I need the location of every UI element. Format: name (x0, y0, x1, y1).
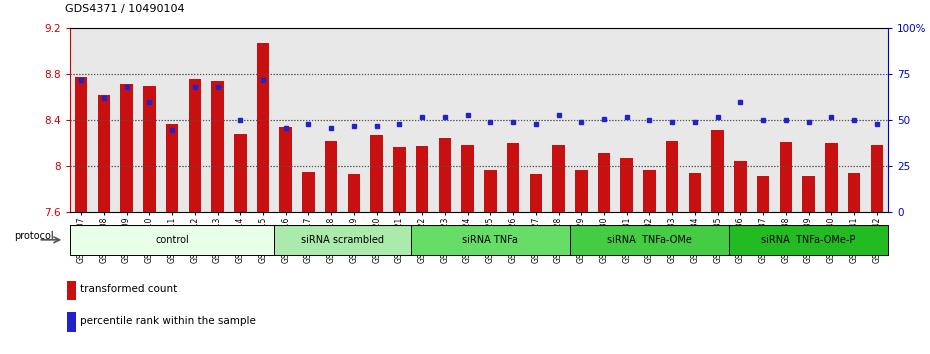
Bar (393, 147, 405, 212)
Bar (529, 175, 542, 212)
Bar (67, 313, 76, 332)
Text: siRNA  TNFa-OMe-P: siRNA TNFa-OMe-P (762, 235, 856, 245)
Bar (779, 142, 792, 212)
Text: siRNA  TNFa-OMe: siRNA TNFa-OMe (607, 235, 692, 245)
Bar (484, 170, 497, 212)
Text: siRNA scrambled: siRNA scrambled (301, 235, 384, 245)
Bar (870, 144, 883, 212)
Bar (67, 281, 76, 300)
Bar (734, 161, 747, 212)
Bar (507, 143, 519, 212)
Bar (411, 225, 570, 255)
Bar (598, 153, 610, 212)
Bar (552, 144, 565, 212)
Bar (370, 135, 383, 212)
Bar (166, 124, 179, 212)
Bar (98, 95, 110, 212)
Text: protocol: protocol (14, 231, 54, 241)
Bar (189, 79, 201, 212)
Text: control: control (155, 235, 189, 245)
Bar (575, 170, 588, 212)
Bar (211, 81, 224, 212)
Bar (348, 175, 360, 212)
Text: transformed count: transformed count (80, 284, 178, 294)
Bar (302, 172, 314, 212)
Bar (666, 141, 678, 212)
Bar (688, 173, 701, 212)
Bar (257, 43, 269, 212)
Bar (274, 225, 411, 255)
Bar (570, 225, 729, 255)
Bar (234, 134, 246, 212)
Bar (461, 144, 473, 212)
Bar (70, 225, 274, 255)
Bar (803, 176, 815, 212)
Bar (644, 170, 656, 212)
Text: GDS4371 / 10490104: GDS4371 / 10490104 (65, 4, 185, 14)
Bar (120, 84, 133, 212)
Bar (757, 176, 769, 212)
Bar (620, 158, 633, 212)
Bar (711, 130, 724, 212)
Text: siRNA TNFa: siRNA TNFa (462, 235, 518, 245)
Text: percentile rank within the sample: percentile rank within the sample (80, 316, 256, 326)
Bar (416, 146, 429, 212)
Bar (848, 173, 860, 212)
Bar (74, 77, 87, 212)
Bar (729, 225, 888, 255)
Bar (439, 138, 451, 212)
Bar (825, 143, 838, 212)
Bar (325, 141, 338, 212)
Bar (143, 86, 155, 212)
Bar (279, 127, 292, 212)
